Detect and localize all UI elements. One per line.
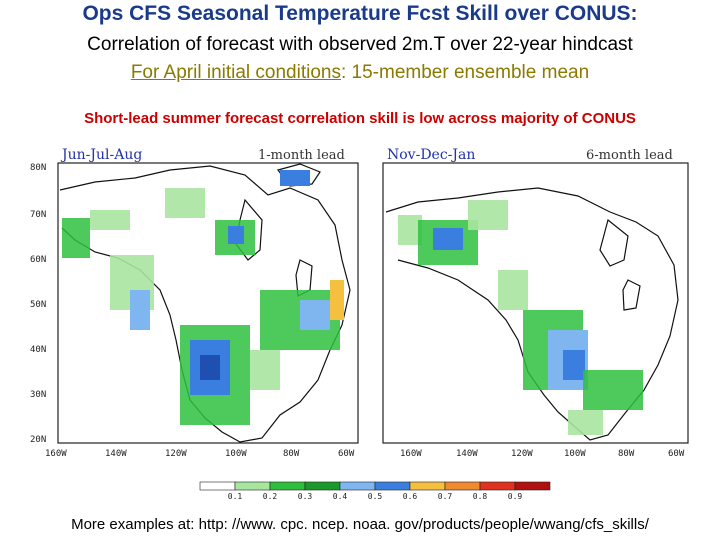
- season-label: Jun-Jul-Aug: [60, 147, 142, 163]
- lon-tick: 160W: [45, 449, 67, 459]
- lon-tick: 140W: [456, 449, 478, 459]
- lead-label: 1-month lead: [258, 148, 345, 163]
- colorbar-label: 0.4: [333, 492, 348, 501]
- lon-tick: 60W: [668, 449, 685, 459]
- lon-tick: 160W: [400, 449, 422, 459]
- skill-map-right: Nov-Dec-Jan 6-month lead 160W 140W 120W …: [378, 140, 720, 465]
- colorbar-label: 0.2: [263, 492, 278, 501]
- skill-map-left: Jun-Jul-Aug 1-month lead 80N 70N 60N 50N…: [0, 140, 370, 465]
- lon-tick: 80W: [283, 449, 300, 459]
- lat-axis: 80N 70N 60N 50N 40N 30N 20N: [30, 163, 46, 445]
- colorbar-legend: 0.1 0.2 0.3 0.4 0.5 0.6 0.7 0.8 0.9: [180, 480, 570, 507]
- ensemble-text: : 15-member ensemble mean: [340, 62, 590, 83]
- lon-axis: 160W 140W 120W 100W 80W 60W: [400, 449, 685, 459]
- skill-shading: [62, 170, 344, 425]
- season-label: Nov-Dec-Jan: [387, 147, 475, 163]
- colorbar-swatch: [444, 481, 481, 491]
- colorbar-label: 0.1: [228, 492, 243, 501]
- lat-tick: 70N: [30, 210, 46, 220]
- colorbar-label: 0.7: [438, 492, 453, 501]
- lon-tick: 100W: [225, 449, 247, 459]
- lon-tick: 140W: [105, 449, 127, 459]
- lat-tick: 80N: [30, 163, 46, 173]
- colorbar-swatch: [409, 481, 446, 491]
- lead-label: 6-month lead: [586, 148, 673, 163]
- colorbar-label: 0.9: [508, 492, 523, 501]
- subtitle-line1: Correlation of forecast with observed 2m…: [87, 34, 633, 55]
- lat-tick: 30N: [30, 390, 46, 400]
- colorbar-swatch: [339, 481, 376, 491]
- footer-link[interactable]: More examples at: http: //www. cpc. ncep…: [71, 516, 649, 533]
- colorbar-swatch: [479, 481, 516, 491]
- colorbar-label: 0.3: [298, 492, 313, 501]
- lat-tick: 40N: [30, 345, 46, 355]
- land-outline: [385, 187, 679, 441]
- colorbar-swatch: [514, 481, 551, 491]
- skill-shading: [398, 200, 643, 435]
- lon-tick: 60W: [338, 449, 355, 459]
- lon-tick: 120W: [165, 449, 187, 459]
- highlight-statement: Short-lead summer forecast correlation s…: [84, 110, 636, 127]
- subtitle-line2: For April initial conditions: 15-member …: [0, 62, 720, 84]
- colorbar-swatch: [269, 481, 306, 491]
- lon-tick: 80W: [618, 449, 635, 459]
- colorbar-label: 0.8: [473, 492, 488, 501]
- colorbar-swatch: [374, 481, 411, 491]
- colorbar-label: 0.6: [403, 492, 418, 501]
- colorbar-swatch: [304, 481, 341, 491]
- lat-tick: 20N: [30, 435, 46, 445]
- page-title: Ops CFS Seasonal Temperature Fcst Skill …: [82, 2, 638, 25]
- lon-tick: 100W: [564, 449, 586, 459]
- lon-tick: 120W: [511, 449, 533, 459]
- colorbar-swatch: [234, 481, 271, 491]
- lat-tick: 50N: [30, 300, 46, 310]
- lat-tick: 60N: [30, 255, 46, 265]
- colorbar-swatch: [199, 481, 236, 491]
- initial-conditions-link[interactable]: For April initial conditions: [130, 62, 341, 83]
- lon-axis: 160W 140W 120W 100W 80W 60W: [45, 449, 355, 459]
- colorbar-label: 0.5: [368, 492, 383, 501]
